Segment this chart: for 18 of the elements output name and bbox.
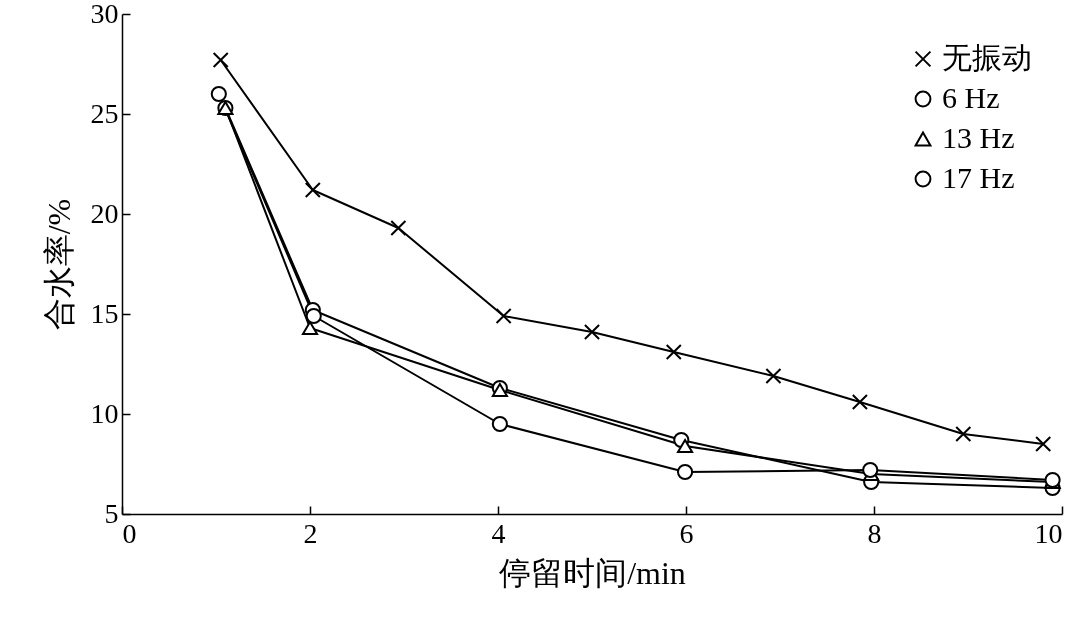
x-tick-label: 8 [867,517,882,549]
y-tick-label: 10 [90,397,119,429]
x-tick-label: 2 [303,517,318,549]
legend-label: 13 Hz [942,121,1015,154]
y-tick-label: 25 [90,97,119,129]
legend-label: 无振动 [942,41,1032,74]
legend-label: 17 Hz [942,161,1015,194]
legend-label: 6 Hz [942,81,1000,114]
y-tick-label: 20 [90,197,119,229]
x-tick-label: 10 [1034,517,1063,549]
x-tick-label: 4 [491,517,506,549]
x-tick-label: 0 [122,517,137,549]
x-axis-title: 停留时间/min [499,554,686,591]
y-tick-label: 5 [104,497,119,529]
y-axis-title: 合水率/% [40,198,77,331]
x-tick-label: 6 [679,517,694,549]
y-tick-label: 15 [90,297,119,329]
y-tick-label: 30 [90,0,119,29]
